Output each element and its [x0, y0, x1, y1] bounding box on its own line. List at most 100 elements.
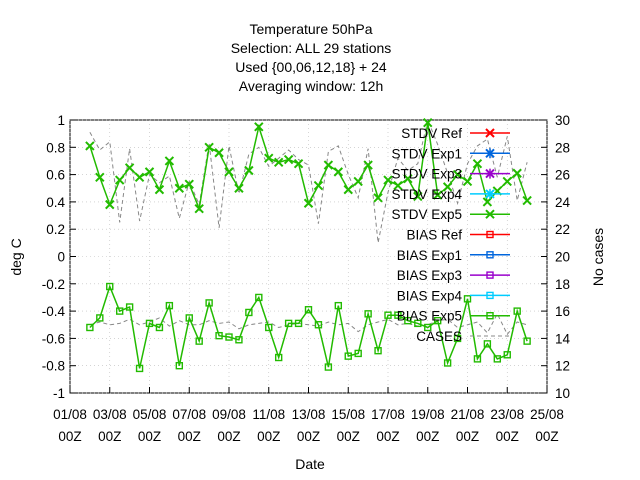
bias-point	[195, 337, 203, 345]
bias-point	[384, 311, 392, 319]
bias-point	[294, 319, 303, 328]
bias-point	[274, 353, 283, 362]
bias-point	[245, 308, 253, 317]
bias-point	[473, 355, 482, 363]
bias-point	[364, 310, 372, 318]
legend-marker	[485, 188, 495, 199]
x-axis-label: Date	[295, 456, 325, 472]
bias-point	[86, 323, 94, 332]
legend-marker	[486, 291, 494, 300]
bias-point	[513, 307, 521, 315]
x-tick-label: 00Z	[217, 429, 240, 444]
stdv-point	[164, 156, 175, 166]
bias-point	[433, 316, 442, 325]
legend-marker	[485, 148, 495, 159]
bias-point	[443, 359, 452, 367]
stdv-point	[462, 176, 473, 187]
bias-point	[424, 323, 432, 332]
legend-label: STDV Exp3	[391, 167, 462, 182]
y2-tick-label: 28	[555, 140, 570, 155]
stdv-point	[423, 118, 433, 128]
bias-point	[255, 293, 263, 302]
stdv-point	[353, 176, 363, 187]
legend-marker	[485, 128, 495, 138]
legend-label: STDV Exp5	[391, 207, 462, 222]
y2-tick-label: 10	[555, 386, 570, 401]
stdv-point	[403, 173, 413, 184]
stdv-point	[154, 184, 165, 195]
x-tick-label: 05/08	[133, 407, 167, 422]
title-line: Selection: ALL 29 stations	[231, 40, 392, 56]
x-tick-label: 03/08	[93, 407, 127, 422]
x-tick-label: 00Z	[456, 429, 479, 444]
y-tick-label: 0	[57, 250, 65, 265]
legend-marker	[485, 209, 495, 219]
title-line: Averaging window: 12h	[239, 78, 384, 94]
stdv-point	[442, 182, 453, 192]
chart-title: Temperature 50hPa Selection: ALL 29 stati…	[231, 21, 392, 94]
legend-marker	[486, 271, 494, 279]
bias-point	[135, 364, 144, 373]
x-axis-ticks: 01/08 00Z 03/08 00Z 05/08 00Z 07/08 00Z 09/08 00Z…	[53, 387, 564, 444]
stdv-point	[194, 204, 204, 214]
stdv-point	[264, 153, 274, 163]
bias-point	[374, 346, 382, 355]
stdv-point	[303, 198, 314, 208]
y2-tick-label: 26	[555, 168, 570, 183]
bias-point	[225, 333, 233, 341]
bias-point	[404, 316, 412, 325]
bias-series	[86, 282, 531, 373]
y2-tick-label: 14	[555, 331, 571, 346]
x-tick-label: 17/08	[371, 407, 405, 422]
bias-point	[334, 301, 343, 310]
y-tick-label: 0.8	[46, 140, 65, 155]
y-tick-label: 0.6	[46, 168, 65, 183]
stdv-point	[472, 158, 483, 169]
bias-point	[205, 299, 213, 307]
y-tick-label: -1	[53, 386, 65, 401]
stdv-point	[114, 175, 125, 185]
bias-point	[145, 319, 154, 328]
stdv-point	[85, 141, 95, 151]
bias-point	[453, 334, 462, 343]
stdv-point	[482, 197, 493, 207]
y-tick-label: 1	[57, 113, 65, 128]
x-tick-label: 00Z	[297, 429, 320, 444]
legend-marker	[486, 230, 494, 239]
y-tick-label: -0.6	[42, 331, 65, 346]
legend-label: STDV Ref	[401, 126, 462, 141]
legend-label: BIAS Ref	[406, 228, 462, 243]
legend: STDV Ref STDV Exp1 STDV Exp3 STDV Exp4 STDV …	[391, 126, 510, 344]
legend-marker	[486, 312, 494, 320]
x-tick-label: 15/08	[331, 407, 365, 422]
x-tick-label: 00Z	[496, 429, 519, 444]
stdv-point	[313, 180, 324, 191]
bias-point	[394, 311, 402, 319]
stdv-point	[333, 167, 344, 177]
x-tick-label: 11/08	[252, 407, 285, 422]
x-tick-label: 00Z	[337, 429, 360, 444]
y2-axis-ticks: 30 28 26 24 22 20 18 16 14 12 10	[541, 113, 571, 401]
bias-point	[175, 362, 184, 370]
y2-tick-label: 22	[555, 222, 570, 237]
legend-label: STDV Exp4	[391, 187, 462, 202]
stdv-point	[432, 190, 443, 200]
stdv-point	[234, 183, 244, 193]
bias-point	[215, 331, 223, 340]
x-tick-label: 00Z	[376, 429, 399, 444]
bias-point	[265, 323, 273, 332]
stdv-point	[293, 158, 304, 169]
bias-point	[106, 282, 114, 291]
y-axis-ticks: 1 0.8 0.6 0.4 0.2 0 -0.2 -0.4 -0.6 -0.8 -1	[42, 113, 76, 401]
x-tick-label: 23/08	[490, 407, 524, 422]
bias-point	[96, 314, 104, 322]
stdv-point	[124, 163, 135, 173]
y2-tick-label: 12	[555, 359, 570, 374]
bias-point	[165, 301, 174, 310]
stdv-point	[224, 167, 234, 177]
bias-point	[523, 337, 531, 345]
stdv-point	[105, 199, 115, 210]
x-tick-label: 00Z	[178, 429, 201, 444]
bias-point	[463, 295, 472, 303]
bias-point	[125, 303, 134, 311]
